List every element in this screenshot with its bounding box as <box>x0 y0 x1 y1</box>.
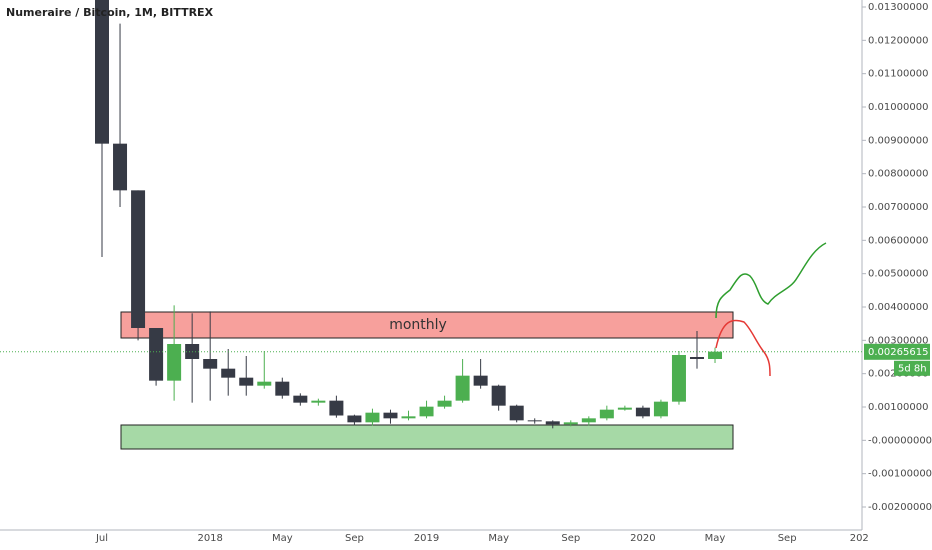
candle-body <box>708 351 723 359</box>
plot-area: monthly <box>95 0 734 450</box>
bearish-projection <box>715 319 771 377</box>
y-tick-label: 0.01200000 <box>868 35 928 46</box>
candle-body <box>437 400 452 407</box>
y-tick-label: 0.00300000 <box>868 335 928 346</box>
y-tick-label: 0.00400000 <box>868 302 928 313</box>
candle-body <box>689 357 704 359</box>
candle-body <box>419 406 434 417</box>
candle-body <box>509 405 524 421</box>
candle-body <box>203 359 218 369</box>
countdown-label: 5d 8h <box>898 363 927 374</box>
candle-body <box>365 412 380 423</box>
support-zone <box>120 424 734 450</box>
candle-body <box>473 375 488 386</box>
y-tick-label: 0.00600000 <box>868 235 928 246</box>
candle-body <box>167 344 182 381</box>
candle-body <box>617 407 632 410</box>
candle-body <box>347 415 362 423</box>
bullish-projection <box>715 242 827 319</box>
candle-body <box>527 420 542 422</box>
x-tick-label: 2018 <box>197 533 222 544</box>
y-tick-label: -0.00200000 <box>868 502 932 513</box>
x-tick-label: Sep <box>561 533 580 544</box>
y-tick-label: 0.00500000 <box>868 269 928 280</box>
x-tick-label: 2019 <box>414 533 439 544</box>
candle-body <box>221 368 236 378</box>
candle-body <box>401 416 416 419</box>
last-price-label: 0.00265615 <box>868 347 928 358</box>
last-price-box <box>864 343 930 360</box>
candle-body <box>275 381 290 396</box>
y-tick-label: 0.00900000 <box>868 135 928 146</box>
candle-body <box>635 407 650 417</box>
candle-body <box>239 377 254 386</box>
x-tick-label: May <box>272 533 293 544</box>
y-tick-label: 0.00100000 <box>868 402 928 413</box>
candle-body <box>113 143 128 191</box>
candle-body <box>329 400 344 416</box>
candle-body <box>653 401 668 417</box>
y-tick-label: 0.01000000 <box>868 102 928 113</box>
chart-title: Numeraire / Bitcoin, 1M, BITTREX <box>6 6 214 19</box>
x-tick-label: May <box>488 533 509 544</box>
x-tick-label: 202 <box>850 533 869 544</box>
countdown-box <box>894 360 930 376</box>
y-tick-label: 0.01100000 <box>868 69 928 80</box>
x-tick-label: 2020 <box>630 533 655 544</box>
candle-body <box>131 190 146 328</box>
candle-body <box>149 328 164 381</box>
x-tick-label: Sep <box>778 533 797 544</box>
candle-body <box>455 375 470 401</box>
resistance-zone <box>120 311 734 339</box>
x-tick-label: Sep <box>345 533 364 544</box>
candle-body <box>581 418 596 423</box>
candle-body <box>95 0 109 144</box>
y-tick-label: 0.01300000 <box>868 2 928 13</box>
x-tick-label: May <box>705 533 726 544</box>
y-tick-label: 0.00700000 <box>868 202 928 213</box>
y-tick-label: -0.00000000 <box>868 435 932 446</box>
candle-body <box>599 409 614 419</box>
candle-body <box>491 385 506 406</box>
x-tick-label: Jul <box>95 533 108 544</box>
candle-body <box>545 421 560 425</box>
candle-body <box>311 400 326 403</box>
y-tick-label: -0.00100000 <box>868 469 932 480</box>
candle-body <box>563 422 578 425</box>
y-tick-label: 0.00800000 <box>868 169 928 180</box>
candle-body <box>671 355 686 402</box>
candle-body <box>293 395 308 403</box>
zone-label: monthly <box>389 317 447 333</box>
candle-body <box>383 412 398 419</box>
candle-body <box>257 381 272 386</box>
